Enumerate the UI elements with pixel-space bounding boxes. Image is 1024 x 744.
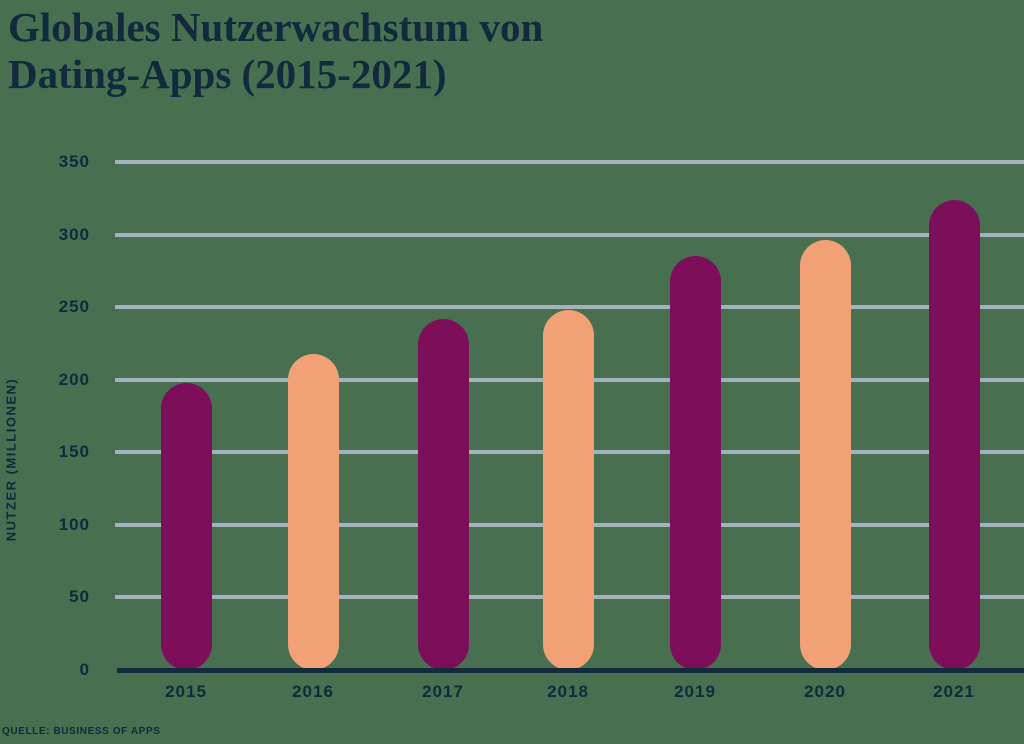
bar-2017 (417, 318, 469, 670)
gridline-250 (115, 305, 1024, 310)
x-tick-label-2016: 2016 (292, 682, 334, 701)
bar-2019 (669, 256, 721, 670)
bar-2015 (160, 382, 212, 670)
chart-title-line-1: Globales Nutzerwachstum von (8, 4, 544, 50)
bar-2018 (542, 310, 594, 670)
y-tick-label-300: 300 (58, 224, 90, 244)
x-tick-label-2015: 2015 (165, 682, 207, 701)
chart-title: Globales Nutzerwachstum von Dating-Apps (… (8, 4, 788, 98)
gridline-300 (115, 232, 1024, 237)
y-tick-label-250: 250 (58, 297, 90, 317)
source-note: QUELLE: BUSINESS OF APPS (2, 726, 161, 737)
x-tick-label-2018: 2018 (547, 682, 589, 701)
x-tick-label-2017: 2017 (422, 682, 464, 701)
x-tick-label-2019: 2019 (674, 682, 716, 701)
y-tick-label-100: 100 (58, 514, 90, 534)
x-tick-label-2021: 2021 (933, 682, 975, 701)
bar-2016 (287, 353, 339, 670)
bar-2020 (799, 240, 851, 670)
y-tick-label-0: 0 (79, 660, 90, 679)
y-tick-label-200: 200 (58, 369, 90, 389)
y-tick-label-350: 350 (58, 152, 90, 171)
y-tick-label-150: 150 (58, 442, 90, 462)
y-tick-label-50: 50 (69, 587, 90, 607)
gridline-350 (115, 160, 1024, 164)
chart-title-line-2: Dating-Apps (2015-2021) (8, 51, 447, 97)
x-axis-baseline (117, 668, 1024, 673)
x-tick-label-2020: 2020 (804, 682, 846, 701)
bar-2021 (928, 199, 980, 670)
